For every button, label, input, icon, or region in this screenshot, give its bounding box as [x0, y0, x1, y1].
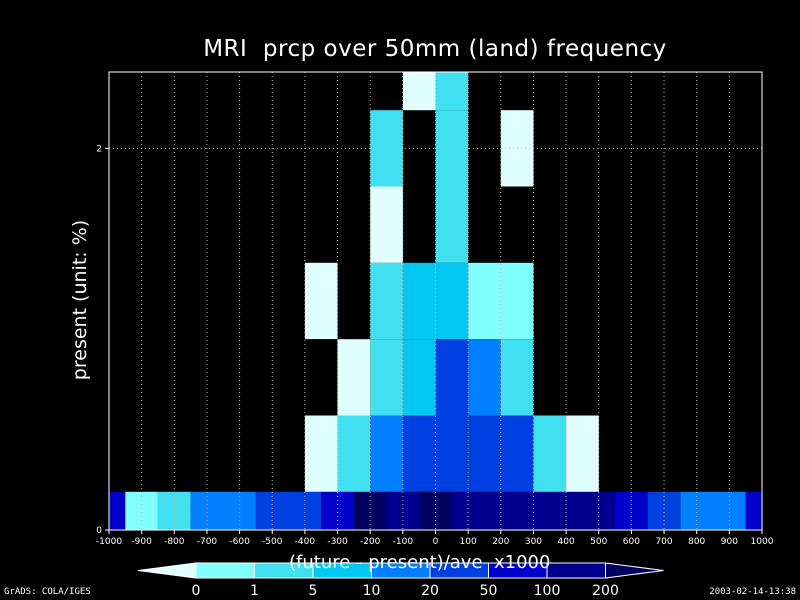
heatmap-cell	[435, 339, 469, 416]
heatmap-cell	[435, 186, 469, 263]
x-tick-label: -200	[360, 537, 381, 547]
heatmap-cell	[353, 491, 387, 530]
x-tick-label: 400	[558, 537, 575, 547]
colorbar-level-label: 50	[480, 583, 498, 599]
heatmap-cell	[337, 339, 371, 416]
heatmap-cell	[402, 339, 436, 416]
footer-timestamp: 2003-02-14-13:38	[709, 587, 796, 597]
chart-title: MRI prcp over 50mm (land) frequency	[203, 36, 667, 62]
x-tick-label: 700	[655, 537, 672, 547]
footer-credit: GrADS: COLA/IGES	[4, 587, 91, 597]
x-tick-label: 200	[492, 537, 509, 547]
colorbar-level-label: 1	[250, 583, 259, 599]
heatmap-cell	[109, 491, 126, 530]
heatmap-cell	[402, 72, 436, 111]
heatmap-cell	[255, 491, 322, 530]
colorbar-swatch	[195, 562, 255, 579]
heatmap-cell	[158, 491, 191, 530]
x-tick-label: -900	[131, 537, 152, 547]
colorbar-swatch	[605, 562, 664, 579]
heatmap-cell	[615, 491, 648, 530]
heatmap-cell	[484, 491, 518, 530]
x-tick-label: 600	[623, 537, 640, 547]
heatmap-cell	[582, 491, 616, 530]
x-tick-label: 100	[460, 537, 477, 547]
x-tick-label: -100	[393, 537, 414, 547]
colorbar-level-label: 0	[192, 583, 201, 599]
x-tick-label: 800	[688, 537, 705, 547]
y-tick-label: 2	[96, 144, 102, 154]
heatmap-cell	[745, 491, 762, 530]
colorbar-swatch	[137, 562, 197, 579]
x-tick-label: 500	[590, 537, 607, 547]
heatmap-cell	[451, 491, 485, 530]
colorbar-level-label: 20	[421, 583, 439, 599]
heatmap-cell	[370, 339, 403, 416]
x-tick-label: 0	[433, 537, 439, 547]
x-tick-label: -300	[327, 537, 348, 547]
colorbar-swatch	[546, 562, 606, 579]
colorbar-level-label: 10	[363, 583, 381, 599]
colorbar-level-label: 200	[592, 583, 619, 599]
heatmap-cell	[566, 415, 599, 492]
heatmap-cell	[304, 415, 338, 492]
heatmap-cell	[125, 491, 158, 530]
heatmap-cell	[419, 491, 452, 530]
heatmap-cell	[549, 491, 583, 530]
heatmap-cell	[435, 72, 469, 111]
x-axis-label: (future - present)/ave x1000	[289, 552, 551, 573]
x-tick-label: 1000	[751, 537, 774, 547]
heatmap-cell	[370, 415, 403, 492]
heatmap-cell	[435, 110, 469, 187]
heatmap-cell	[500, 339, 534, 416]
heatmap-cell	[304, 262, 338, 340]
heatmap-cell	[647, 491, 681, 530]
x-tick-label: -1000	[96, 537, 122, 547]
x-tick-label: 300	[525, 537, 542, 547]
heatmap-cell	[533, 415, 567, 492]
x-tick-label: -700	[197, 537, 218, 547]
x-tick-label: -800	[164, 537, 185, 547]
heatmap-cell	[517, 491, 550, 530]
x-tick-label: -600	[229, 537, 250, 547]
y-tick-label: 0	[96, 526, 102, 536]
heatmap-cell	[680, 491, 746, 530]
heatmap-cell	[321, 491, 354, 530]
heatmap-cell	[370, 262, 403, 340]
heatmap-cell	[190, 491, 256, 530]
heatmap-cell	[370, 186, 403, 263]
x-tick-label: 900	[721, 537, 738, 547]
heatmap-cell	[386, 491, 420, 530]
colorbar-level-label: 5	[309, 583, 318, 599]
heatmap-cell	[337, 415, 371, 492]
x-tick-label: -500	[262, 537, 283, 547]
x-tick-label: -400	[295, 537, 316, 547]
heatmap-cell	[468, 339, 501, 416]
colorbar-level-label: 100	[534, 583, 561, 599]
